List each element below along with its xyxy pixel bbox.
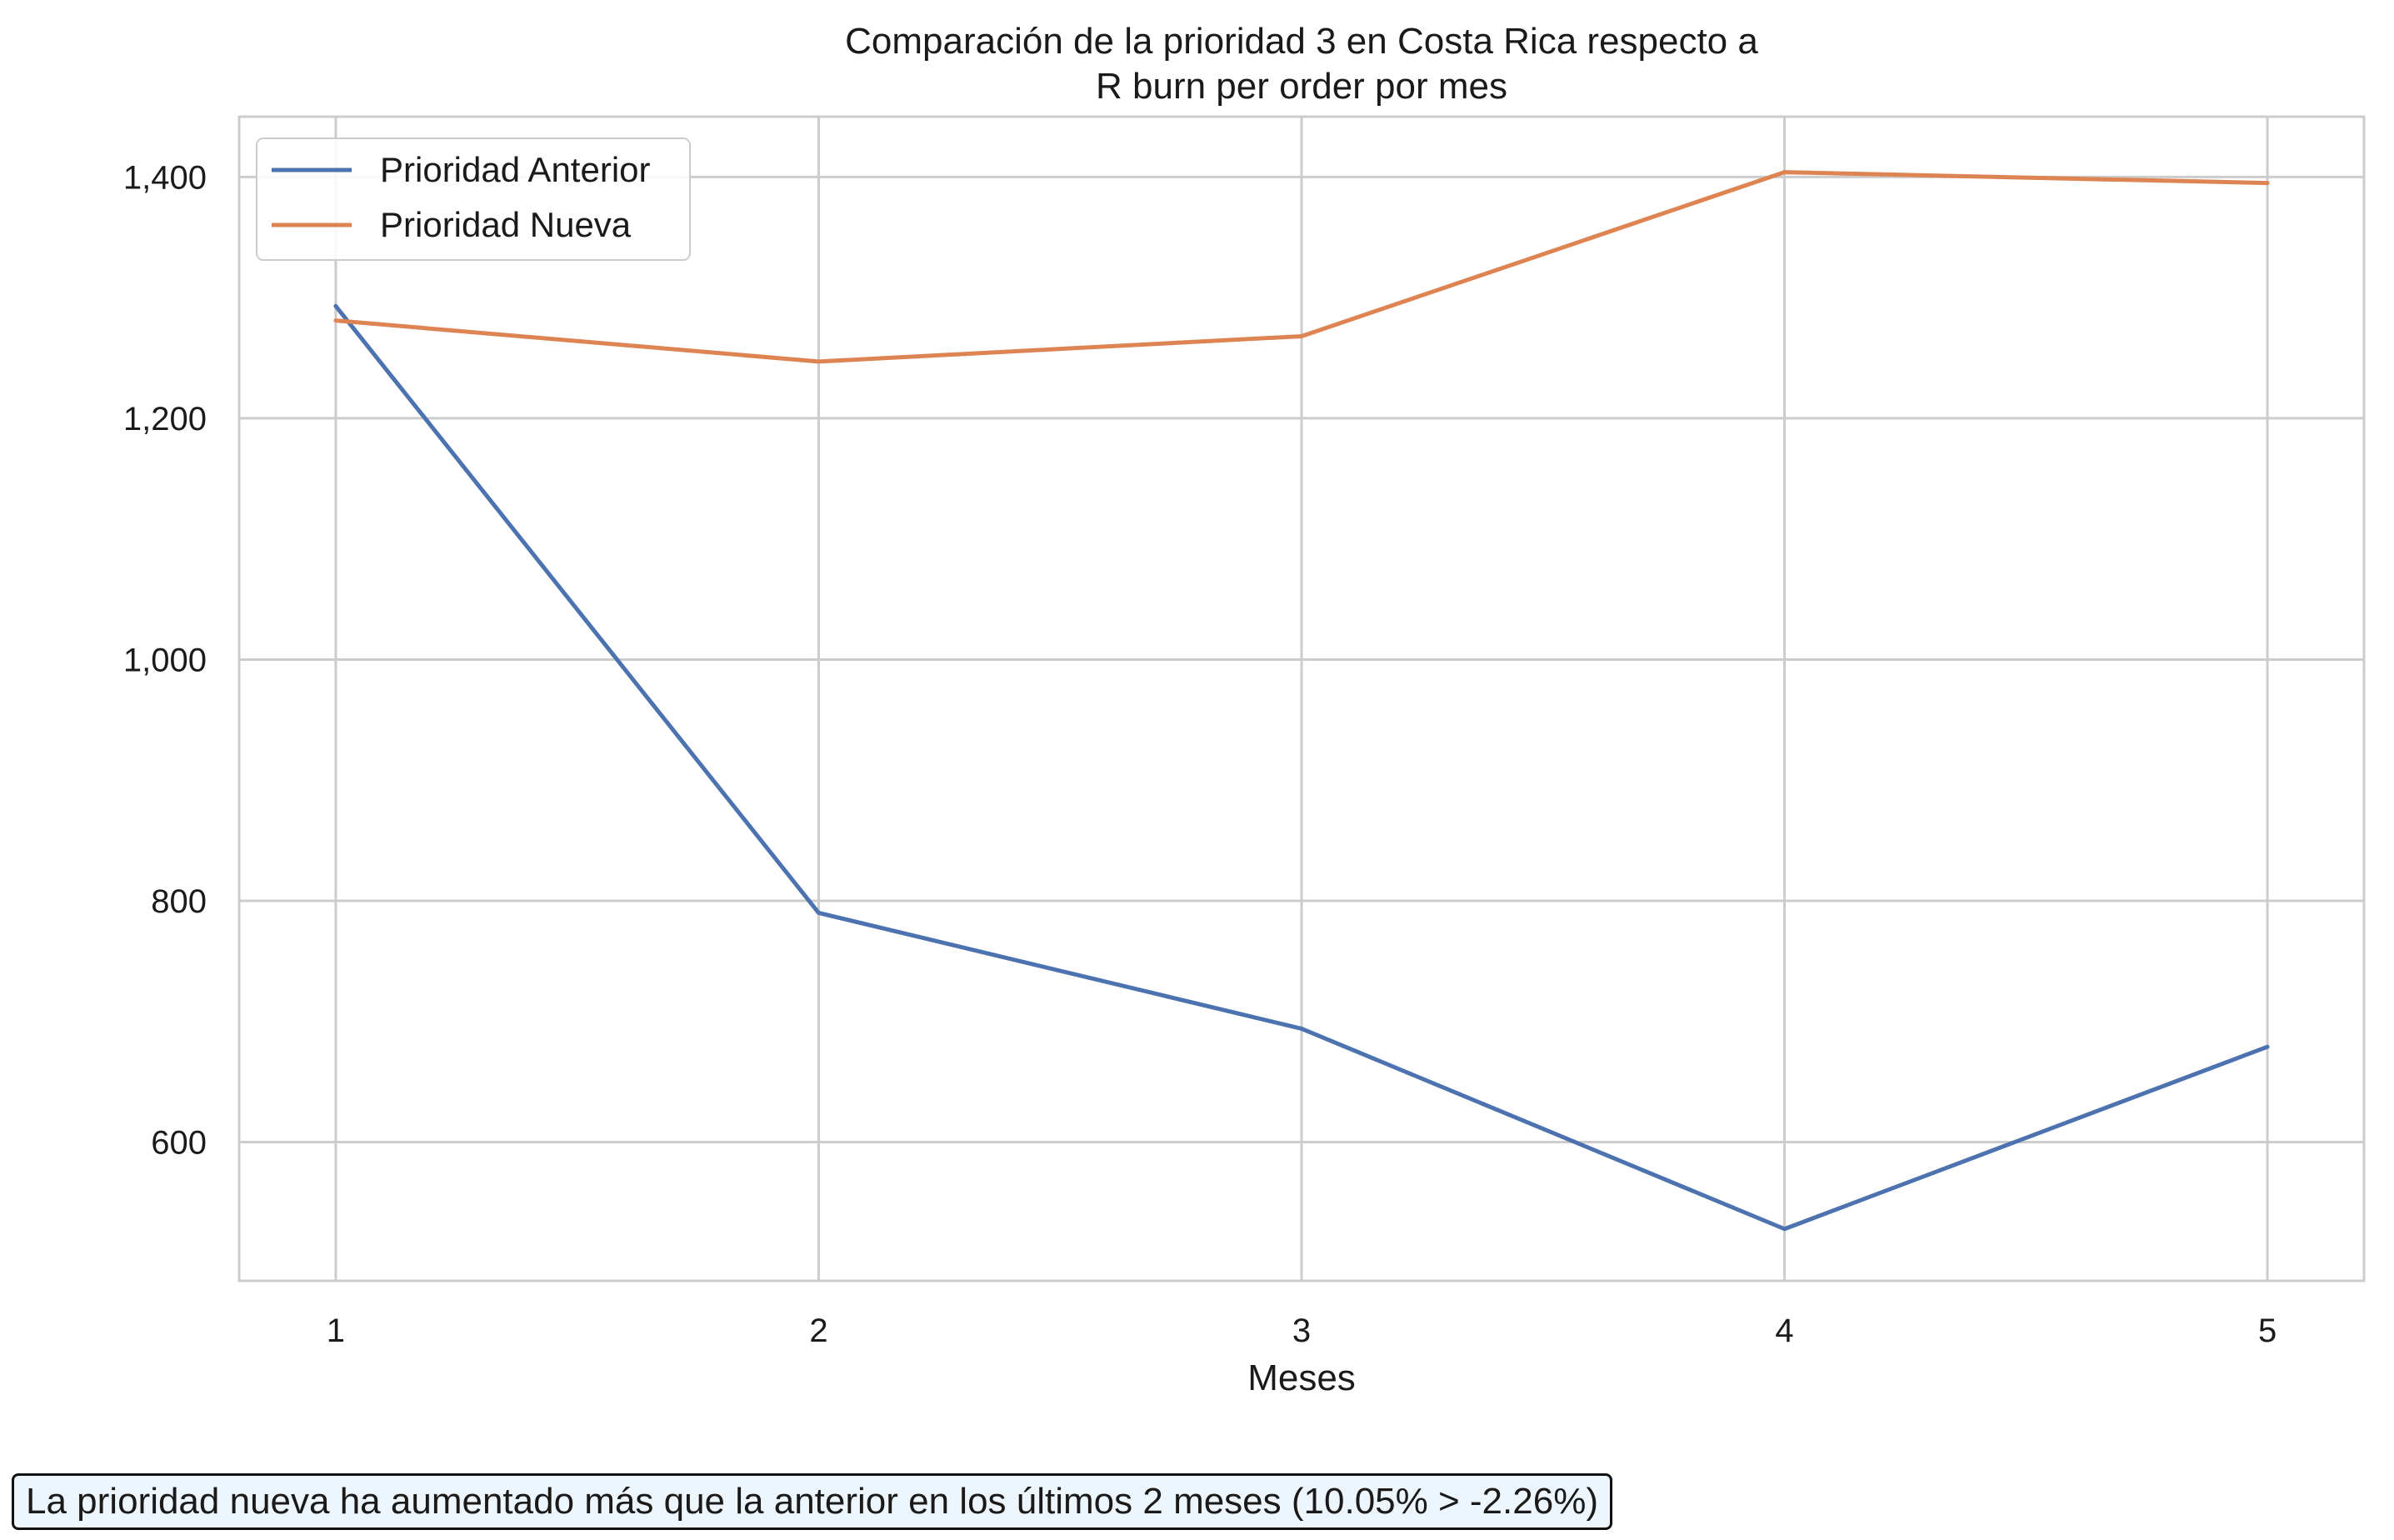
- x-tick-label: 4: [1775, 1312, 1793, 1349]
- x-tick-label: 3: [1292, 1312, 1311, 1349]
- y-tick-label: 800: [151, 883, 207, 920]
- y-tick-label: 1,400: [123, 159, 207, 196]
- x-axis-ticks: 1 2 3 4 5: [327, 1312, 2277, 1349]
- chart-title-line-2: R burn per order por mes: [1096, 66, 1507, 107]
- grid: [239, 117, 2364, 1281]
- x-tick-label: 2: [809, 1312, 827, 1349]
- y-tick-label: 1,000: [123, 642, 207, 678]
- chart-title-line-1: Comparación de la prioridad 3 en Costa R…: [845, 21, 1758, 62]
- x-tick-label: 5: [2258, 1312, 2277, 1349]
- annotation-box: La prioridad nueva ha aumentado más que …: [12, 1473, 1612, 1530]
- y-axis-ticks: 600 800 1,000 1,200 1,400: [123, 159, 207, 1161]
- legend: Prioridad Anterior Prioridad Nueva: [256, 138, 691, 261]
- legend-label-prioridad-nueva: Prioridad Nueva: [380, 205, 632, 244]
- x-axis-label: Meses: [1247, 1358, 1356, 1398]
- y-tick-label: 1,200: [123, 401, 207, 438]
- series-lines: [333, 170, 2270, 1232]
- series-line-prioridad-anterior: [333, 303, 2270, 1232]
- series-line-prioridad-nueva: [333, 170, 2270, 364]
- legend-frame: [256, 138, 691, 261]
- x-tick-label: 1: [327, 1312, 345, 1349]
- legend-label-prioridad-anterior: Prioridad Anterior: [380, 150, 651, 189]
- y-tick-label: 600: [151, 1125, 207, 1162]
- plot-area-border: [237, 115, 2366, 1282]
